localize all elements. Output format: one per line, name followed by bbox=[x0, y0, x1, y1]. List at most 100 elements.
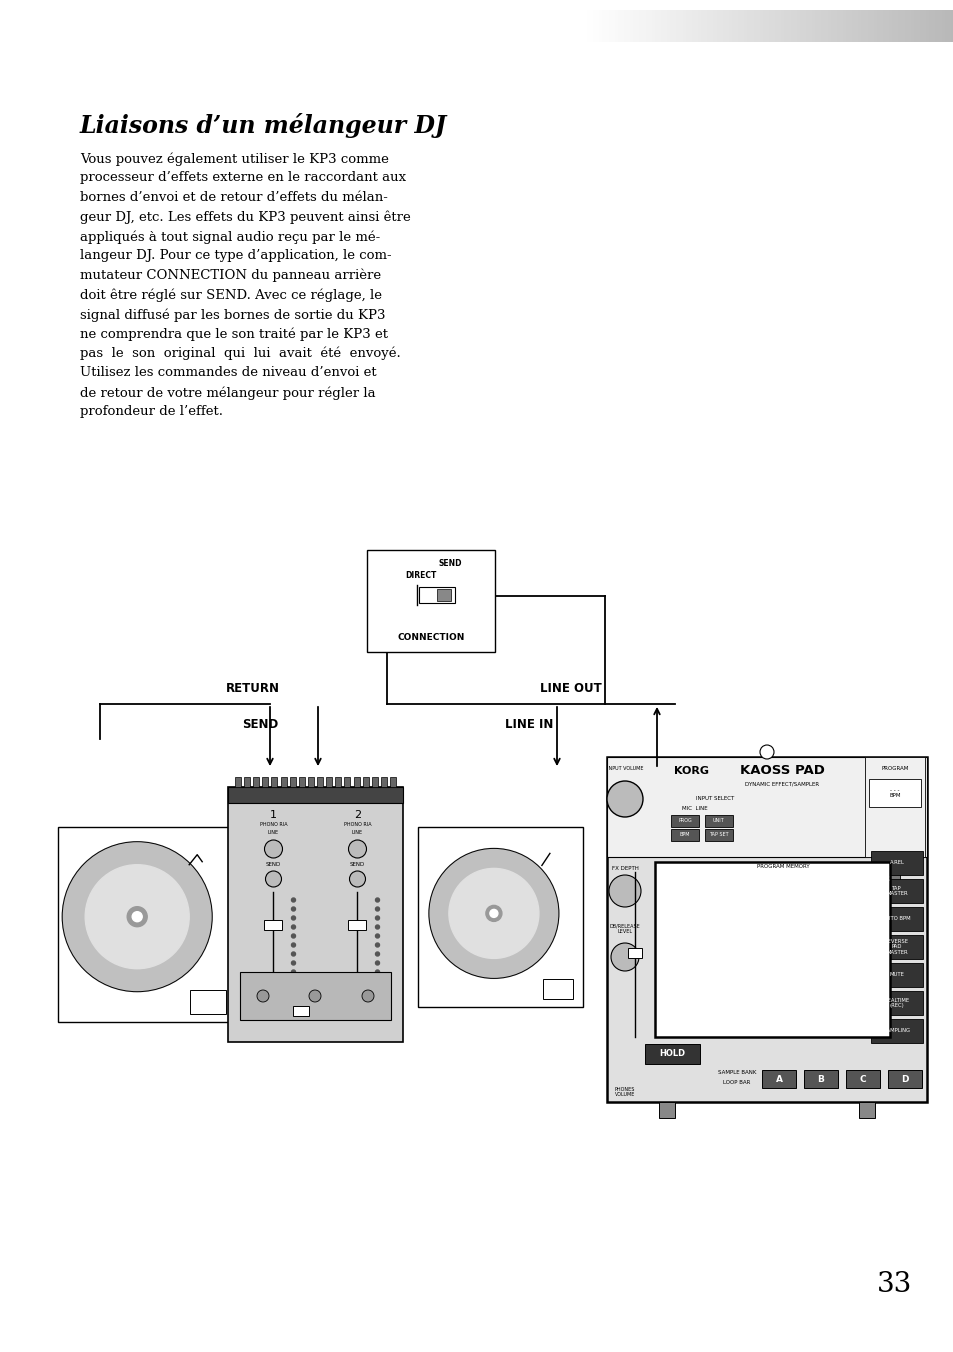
Bar bbox=[542, 979, 573, 999]
Text: bornes d’envoi et de retour d’effets du mélan-: bornes d’envoi et de retour d’effets du … bbox=[80, 191, 388, 204]
Bar bbox=[799, 9, 802, 42]
Bar bbox=[308, 777, 314, 787]
Bar bbox=[907, 9, 910, 42]
Bar bbox=[882, 9, 885, 42]
Bar bbox=[931, 9, 935, 42]
Bar bbox=[685, 871, 713, 887]
Bar bbox=[703, 9, 707, 42]
Bar bbox=[253, 777, 259, 787]
Circle shape bbox=[127, 907, 147, 926]
Bar bbox=[367, 550, 495, 652]
Bar bbox=[614, 9, 618, 42]
Bar bbox=[879, 9, 882, 42]
Text: SEND: SEND bbox=[438, 560, 461, 568]
Circle shape bbox=[375, 907, 379, 911]
Text: langeur DJ. Pour ce type d’application, le com-: langeur DJ. Pour ce type d’application, … bbox=[80, 250, 392, 262]
Circle shape bbox=[85, 865, 189, 968]
Bar bbox=[710, 9, 713, 42]
Circle shape bbox=[375, 969, 379, 973]
Bar bbox=[688, 9, 692, 42]
Text: CONNECTION: CONNECTION bbox=[396, 634, 464, 642]
Text: SAMPLE BANK: SAMPLE BANK bbox=[717, 1069, 756, 1075]
Circle shape bbox=[485, 906, 501, 922]
Bar bbox=[796, 9, 800, 42]
Bar bbox=[809, 871, 837, 887]
Text: TAP
MASTER: TAP MASTER bbox=[885, 886, 907, 896]
Bar bbox=[262, 777, 268, 787]
Bar bbox=[228, 787, 402, 1042]
Bar bbox=[627, 948, 641, 959]
Text: LOOP BAR: LOOP BAR bbox=[722, 1079, 750, 1084]
Text: - - -
BPM: - - - BPM bbox=[888, 788, 900, 799]
Bar bbox=[947, 9, 950, 42]
Bar bbox=[768, 9, 772, 42]
Circle shape bbox=[292, 961, 295, 965]
Circle shape bbox=[375, 917, 379, 919]
Bar bbox=[655, 863, 889, 1037]
Circle shape bbox=[292, 942, 295, 946]
Circle shape bbox=[375, 952, 379, 956]
Text: DB/RELEASE
LEVEL: DB/RELEASE LEVEL bbox=[609, 923, 639, 934]
Text: PHONO RIA: PHONO RIA bbox=[259, 822, 287, 827]
Text: A.REL: A.REL bbox=[888, 860, 903, 865]
Text: 1: 1 bbox=[665, 875, 671, 883]
Circle shape bbox=[608, 875, 640, 907]
Circle shape bbox=[292, 925, 295, 929]
Bar bbox=[775, 9, 778, 42]
Circle shape bbox=[375, 898, 379, 902]
Bar bbox=[316, 777, 323, 787]
Bar bbox=[623, 9, 627, 42]
Text: Vous pouvez également utiliser le KP3 comme: Vous pouvez également utiliser le KP3 co… bbox=[80, 151, 389, 165]
Circle shape bbox=[375, 934, 379, 938]
Bar bbox=[864, 757, 924, 857]
Bar bbox=[654, 9, 658, 42]
Bar bbox=[294, 1006, 309, 1015]
Text: LINE: LINE bbox=[268, 830, 279, 836]
Circle shape bbox=[606, 781, 642, 817]
Text: AUTO BPM: AUTO BPM bbox=[882, 917, 910, 922]
Bar bbox=[234, 777, 241, 787]
Bar bbox=[731, 9, 735, 42]
Bar bbox=[887, 1069, 921, 1088]
Circle shape bbox=[309, 990, 320, 1002]
Bar bbox=[830, 9, 833, 42]
Text: de retour de votre mélangeur pour régler la: de retour de votre mélangeur pour régler… bbox=[80, 387, 375, 399]
Bar bbox=[605, 9, 609, 42]
Bar bbox=[848, 9, 852, 42]
Text: pas  le  son  original  qui  lui  avait  été  envoyé.: pas le son original qui lui avait été en… bbox=[80, 347, 400, 361]
Bar bbox=[606, 757, 926, 1102]
Bar bbox=[670, 9, 673, 42]
Text: RETURN: RETURN bbox=[226, 683, 280, 695]
Bar bbox=[793, 9, 797, 42]
Text: B: B bbox=[817, 1075, 823, 1083]
Bar bbox=[682, 9, 685, 42]
Bar bbox=[870, 879, 923, 903]
Bar bbox=[811, 9, 815, 42]
Bar bbox=[845, 9, 849, 42]
Bar bbox=[639, 9, 642, 42]
Text: doit être réglé sur SEND. Avec ce réglage, le: doit être réglé sur SEND. Avec ce réglag… bbox=[80, 288, 381, 301]
Bar bbox=[648, 9, 652, 42]
Circle shape bbox=[610, 942, 639, 971]
Bar bbox=[867, 9, 870, 42]
Bar bbox=[596, 9, 599, 42]
Bar bbox=[598, 9, 602, 42]
Bar bbox=[910, 9, 914, 42]
Bar bbox=[272, 777, 277, 787]
Circle shape bbox=[375, 925, 379, 929]
Bar bbox=[935, 9, 938, 42]
Bar bbox=[651, 9, 655, 42]
Text: REALTIME
(REC): REALTIME (REC) bbox=[883, 998, 908, 1009]
Bar bbox=[700, 9, 704, 42]
Bar bbox=[901, 9, 904, 42]
Text: processeur d’effets externe en le raccordant aux: processeur d’effets externe en le raccor… bbox=[80, 172, 406, 184]
Bar bbox=[380, 777, 387, 787]
Text: SEND: SEND bbox=[266, 863, 281, 868]
Bar bbox=[713, 9, 717, 42]
Bar bbox=[695, 9, 698, 42]
Bar bbox=[871, 871, 899, 887]
Bar bbox=[418, 587, 455, 603]
Circle shape bbox=[349, 871, 365, 887]
Bar bbox=[870, 907, 923, 932]
Bar bbox=[913, 9, 917, 42]
